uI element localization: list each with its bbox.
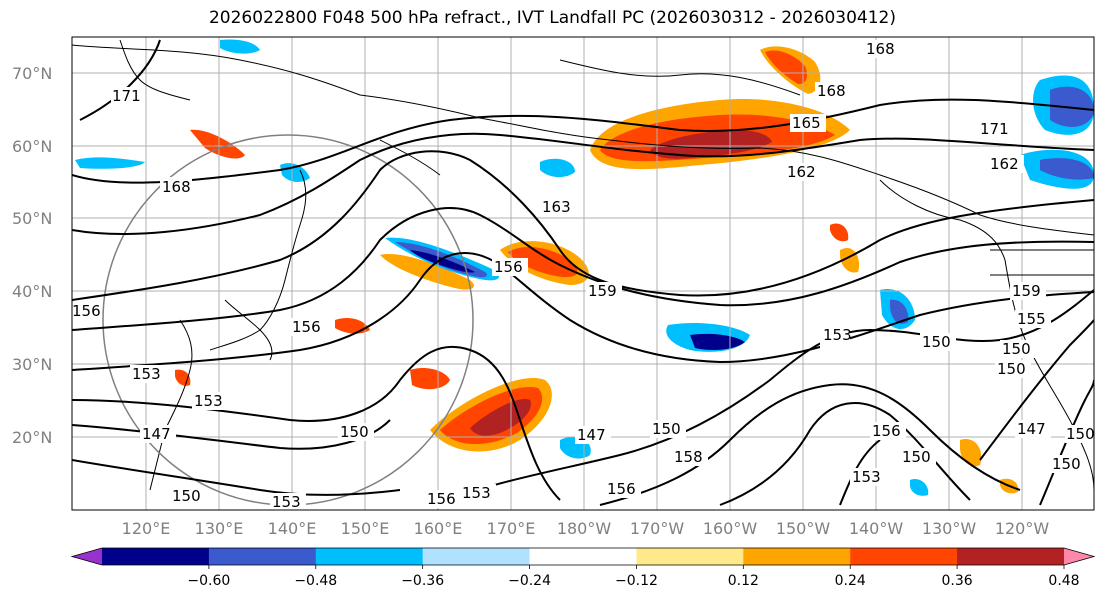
contour-label: 150 [902, 448, 931, 466]
lat-label: 40°N [12, 282, 52, 301]
lat-label: 70°N [12, 64, 52, 83]
contour-label: 155 [1017, 310, 1046, 328]
colorbar-segment [636, 548, 744, 565]
contour-label: 153 [823, 326, 852, 344]
lat-label: 50°N [12, 209, 52, 228]
colorbar-outline [70, 547, 1096, 566]
lon-label: 160°W [703, 519, 758, 538]
map-title: 2026022800 F048 500 hPa refract., IVT La… [208, 8, 896, 28]
contour-label: 156 [72, 302, 101, 320]
lon-label: 180°W [557, 519, 612, 538]
colorbar-segment [422, 548, 531, 565]
lon-label: 150°E [341, 519, 390, 538]
lon-label: 150°W [776, 519, 831, 538]
contour-label: 162 [787, 163, 816, 181]
colorbar-extend-high [1064, 548, 1094, 565]
contour-label: 150 [340, 423, 369, 441]
colorbar-segment [315, 548, 424, 565]
lat-label: 60°N [12, 137, 52, 156]
lon-label: 170°W [630, 519, 685, 538]
contour-label: 158 [674, 448, 703, 466]
colorbar-segment [529, 548, 637, 565]
contour-label: 156 [607, 480, 636, 498]
contour-label: 147 [142, 425, 171, 443]
contour-label: 150 [652, 420, 681, 438]
contour-label: 150 [922, 333, 951, 351]
lon-label: 120°W [995, 519, 1050, 538]
contour-label: 150 [1052, 455, 1081, 473]
lon-label: 170°E [487, 519, 536, 538]
contour-label: 156 [494, 258, 523, 276]
contour-label: 147 [1017, 420, 1046, 438]
colorbar-tick-label: −0.12 [615, 573, 658, 589]
shaded-field [75, 39, 1094, 496]
contour-label: 153 [272, 493, 301, 511]
contour-label: 150 [1066, 425, 1095, 443]
contour-label: 153 [132, 365, 161, 383]
contour-label: 163 [542, 198, 571, 216]
lat-label: 20°N [12, 428, 52, 447]
contour-label: 165 [792, 114, 821, 132]
colorbar-segment [102, 548, 210, 565]
colorbar-tick-label: 0.24 [835, 573, 866, 589]
contour-label: 153 [462, 484, 491, 502]
map-panel: 171 168 168 165 162 171 162 163 168 156 … [72, 37, 1095, 511]
colorbar-tick-label: −0.24 [508, 573, 551, 589]
contour-label: 153 [194, 392, 223, 410]
lon-label: 120°E [122, 519, 171, 538]
lon-label: 140°E [268, 519, 317, 538]
longitude-labels: 120°E 130°E 140°E 150°E 160°E 170°E 180°… [122, 519, 1050, 538]
lon-label: 160°E [414, 519, 463, 538]
contour-label: 159 [588, 282, 617, 300]
colorbar-tick-label: 0.12 [728, 573, 759, 589]
latitude-labels: 70°N 60°N 50°N 40°N 30°N 20°N [12, 64, 52, 447]
contour-label: 150 [997, 360, 1026, 378]
contour-label: 171 [112, 87, 141, 105]
lat-label: 30°N [12, 355, 52, 374]
colorbar-tick-label: 0.48 [1048, 573, 1079, 589]
height-contours [72, 39, 1094, 506]
contour-label: 162 [990, 155, 1019, 173]
contour-label: 168 [162, 178, 191, 196]
contour-label: 171 [980, 120, 1009, 138]
contour-label: 159 [1012, 282, 1041, 300]
colorbar-segment [743, 548, 851, 565]
colorbar-tick-label: −0.36 [401, 573, 444, 589]
map-frame [71, 36, 1095, 511]
contour-label: 150 [172, 487, 201, 505]
contour-label: 156 [872, 422, 901, 440]
lon-label: 140°W [849, 519, 904, 538]
colorbar-tick-label: 0.36 [942, 573, 973, 589]
contour-label: 156 [292, 318, 321, 336]
contour-label: 168 [866, 40, 895, 58]
lon-label: 130°W [922, 519, 977, 538]
colorbar-extend-low [72, 548, 102, 565]
contour-label: 156 [427, 490, 456, 508]
contour-labels: 171 168 168 165 162 171 162 163 168 156 … [72, 40, 1095, 511]
colorbar: −0.60 −0.48 −0.36 −0.24 −0.12 0.12 0.24 0.36 0.4… [70, 547, 1096, 589]
colorbar-segment [208, 548, 317, 565]
colorbar-tick-label: −0.60 [187, 573, 230, 589]
contour-label: 150 [1002, 340, 1031, 358]
contour-label: 153 [852, 468, 881, 486]
contour-label: 147 [577, 426, 606, 444]
colorbar-segment [850, 548, 958, 565]
contour-label: 168 [817, 82, 846, 100]
colorbar-segment [957, 548, 1065, 565]
lon-label: 130°E [195, 519, 244, 538]
colorbar-tick-label: −0.48 [294, 573, 337, 589]
